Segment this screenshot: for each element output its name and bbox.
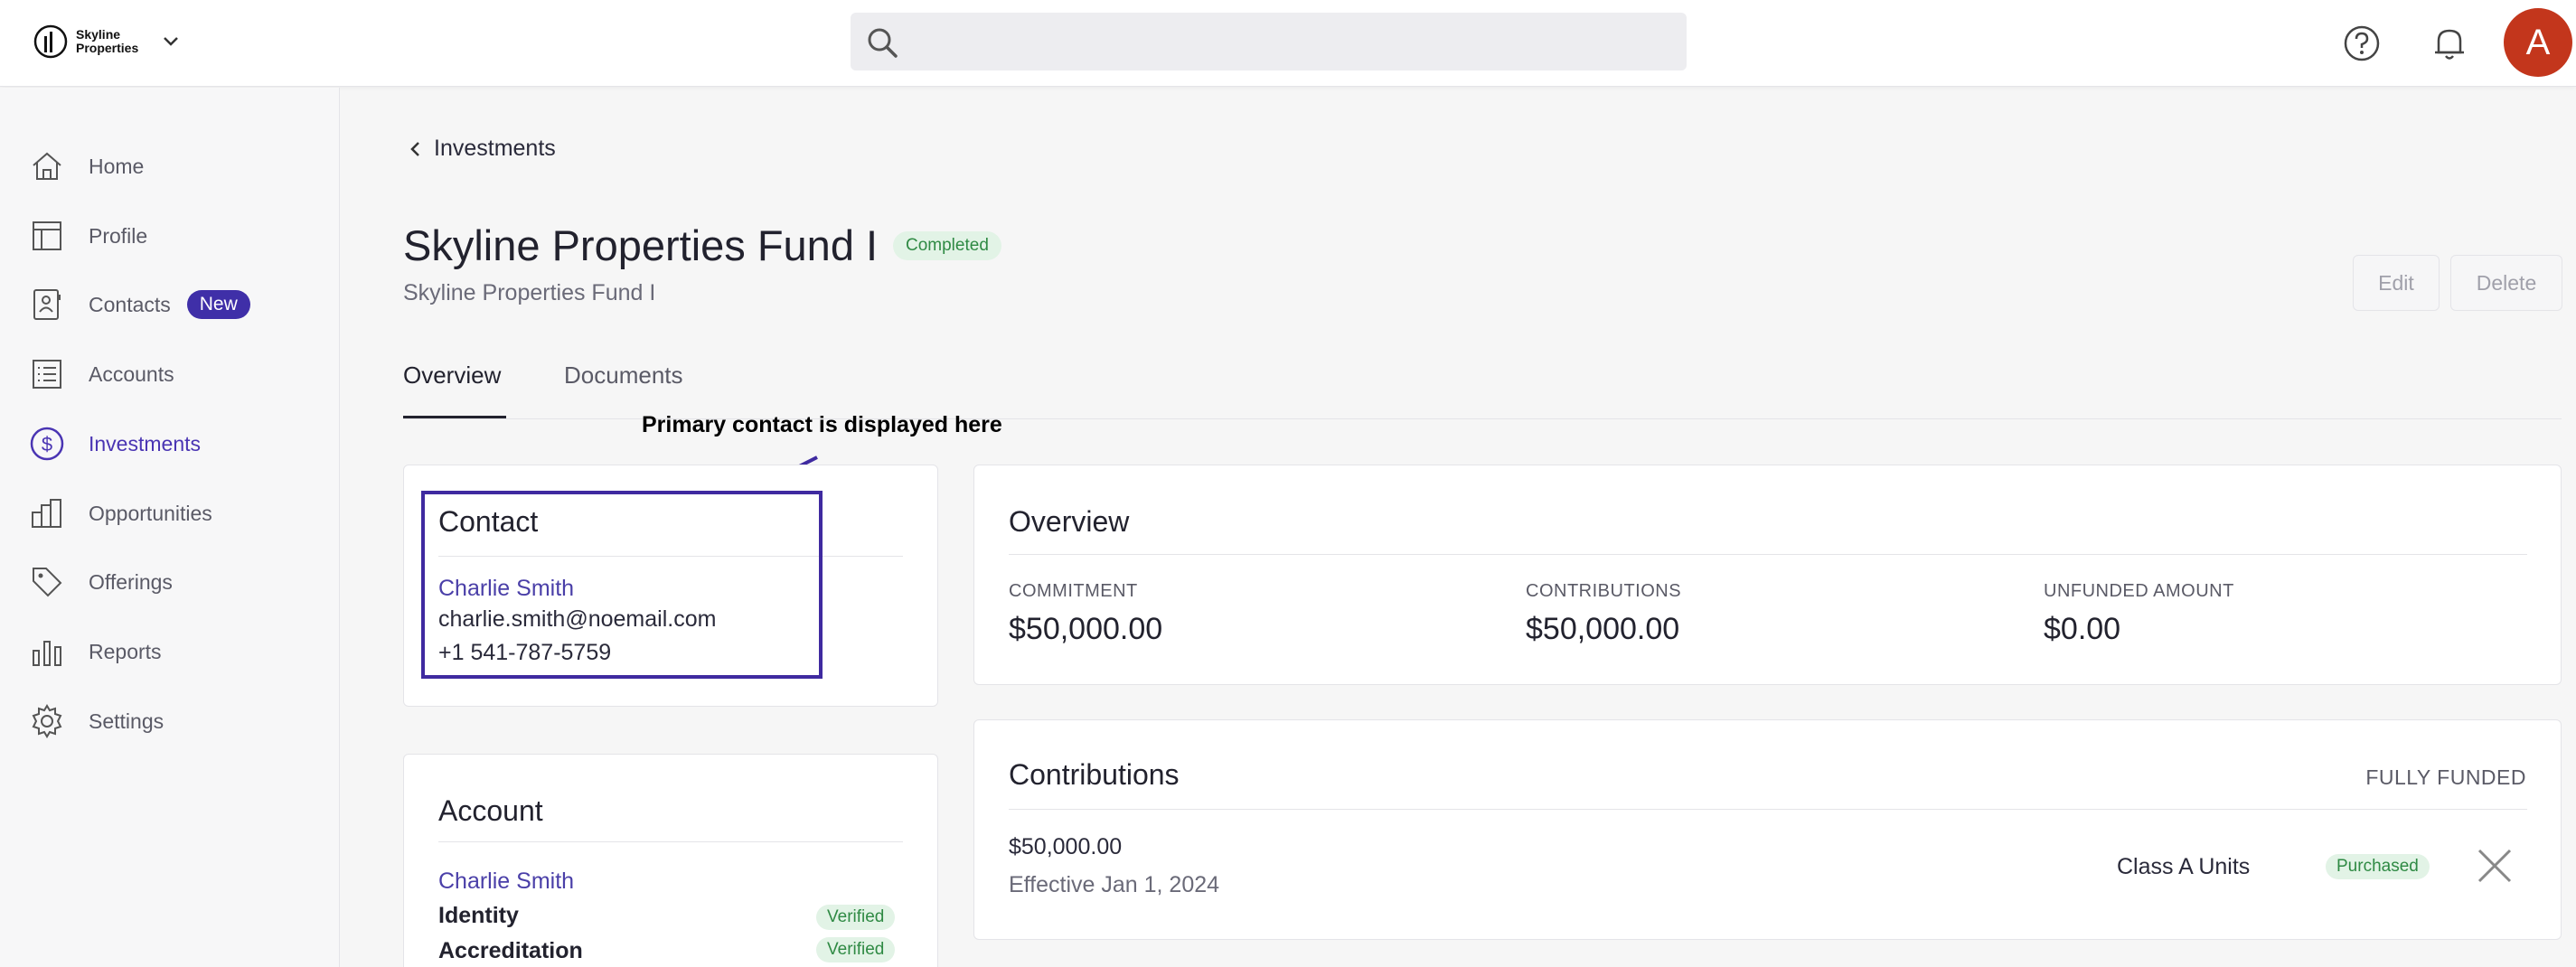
contacts-icon [33,289,61,320]
breadcrumb-label[interactable]: Investments [434,136,556,161]
tag-icon [33,568,62,597]
contributions-label: CONTRIBUTIONS [1526,581,1682,601]
contact-name-link[interactable]: Charlie Smith [438,576,575,601]
contact-phone: +1 541-787-5759 [438,640,612,665]
sidebar-item-contacts[interactable]: Contacts New [29,285,250,324]
brand-logo[interactable]: Skyline Properties [33,23,181,60]
fully-funded-status: FULLY FUNDED [2365,765,2526,789]
logo-mark-icon [33,24,68,59]
page-title: Skyline Properties Fund I [403,221,879,269]
sidebar-item-label: Contacts [89,292,171,316]
sidebar-item-label: Investments [89,431,201,455]
chevron-down-icon[interactable] [161,32,181,52]
sidebar-item-label: Accounts [89,361,174,386]
identity-label: Identity [438,903,519,928]
annotation-label: Primary contact is displayed here [642,412,1002,437]
sidebar-item-label: Settings [89,709,165,733]
sidebar-item-label: Home [89,154,145,178]
contribution-effective-date: Effective Jan 1, 2024 [1009,872,1220,897]
bar-chart-icon [33,641,61,666]
sidebar-item-profile[interactable]: Profile [29,216,147,256]
sidebar-item-settings[interactable]: Settings [29,701,164,741]
contributions-card: Contributions FULLY FUNDED $50,000.00 Ef… [973,719,2562,940]
dollar-circle-icon: $ [30,427,64,461]
svg-text:$: $ [42,433,52,455]
contributions-value: $50,000.00 [1526,612,1680,646]
contribution-amount: $50,000.00 [1009,834,1123,859]
divider [438,841,903,842]
divider [438,556,903,557]
home-icon [33,152,61,180]
notification-bell-icon[interactable] [2431,23,2468,63]
sidebar-item-label: Reports [89,639,162,663]
avatar[interactable]: A [2504,8,2572,77]
sidebar-item-accounts[interactable]: Accounts [29,354,174,394]
contact-card: Contact Charlie Smith charlie.smith@noem… [403,465,938,707]
overview-card-title: Overview [1009,505,1130,538]
contact-card-title: Contact [438,505,539,538]
logo-text: Skyline Properties [76,27,139,55]
divider [1009,554,2527,555]
accreditation-label: Accreditation [438,938,583,963]
divider [1009,809,2527,810]
search-icon [868,28,898,58]
status-badge: Completed [893,231,1001,260]
sidebar-item-label: Profile [89,223,148,248]
delete-button[interactable]: Delete [2450,255,2562,311]
unfunded-amount-value: $0.00 [2044,612,2121,646]
page-subtitle: Skyline Properties Fund I [403,280,656,305]
gear-icon [32,704,62,738]
unfunded-amount-label: UNFUNDED AMOUNT [2044,581,2234,601]
sidebar-item-home[interactable]: Home [29,146,144,186]
breadcrumb[interactable]: Investments [409,136,556,162]
sidebar-item-offerings[interactable]: Offerings [29,562,173,602]
tab-documents[interactable]: Documents [564,361,683,389]
sidebar-item-opportunities[interactable]: Opportunities [29,493,212,533]
sidebar-item-label: Opportunities [89,501,212,525]
sidebar-item-investments[interactable]: $ Investments [29,424,201,464]
overview-card: Overview COMMITMENT $50,000.00 CONTRIBUT… [973,465,2562,685]
contact-email: charlie.smith@noemail.com [438,606,717,632]
close-icon[interactable] [2476,847,2514,885]
buildings-icon [32,499,61,528]
account-name-link[interactable]: Charlie Smith [438,868,575,894]
tab-bar: Overview Documents [403,358,2562,419]
edit-button[interactable]: Edit [2353,255,2440,311]
tab-overview[interactable]: Overview [403,361,502,389]
search-input[interactable] [851,13,1687,70]
annotation-highlight-box [421,491,823,679]
account-card: Account Charlie Smith Identity Verified … [403,754,938,967]
unit-class: Class A Units [2117,854,2251,879]
commitment-label: COMMITMENT [1009,581,1138,601]
new-badge: New [186,290,250,319]
account-card-title: Account [438,794,543,827]
sidebar-item-label: Offerings [89,569,173,594]
commitment-value: $50,000.00 [1009,612,1163,646]
top-bar: Skyline Properties A [0,0,2576,87]
identity-verified-badge: Verified [816,905,896,930]
accreditation-verified-badge: Verified [816,937,896,962]
contributions-card-title: Contributions [1009,758,1180,791]
chevron-left-icon [410,141,419,156]
accounts-list-icon [33,360,61,389]
sidebar-item-reports[interactable]: Reports [29,632,162,671]
active-tab-indicator [403,416,506,418]
help-icon[interactable] [2342,23,2382,63]
purchased-badge: Purchased [2326,854,2430,879]
profile-layout-icon [33,221,61,250]
sidebar: Home Profile Contacts New Accounts $ Inv… [0,88,340,967]
